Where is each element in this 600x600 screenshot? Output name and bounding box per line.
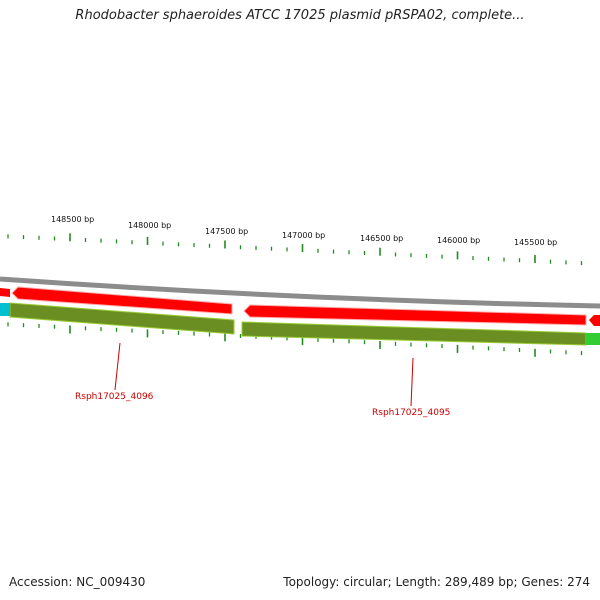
cds-feature-right-edge[interactable] bbox=[589, 315, 600, 326]
topology-summary: Topology: circular; Length: 289,489 bp; … bbox=[283, 575, 590, 589]
tick-label-145500: 145500 bp bbox=[514, 238, 557, 247]
gene-label-leader-4095 bbox=[410, 357, 414, 407]
cds-feature-rsph17025-4096[interactable] bbox=[11, 286, 233, 315]
tick-label-147500: 147500 bp bbox=[205, 227, 248, 236]
map-title: Rhodobacter sphaeroides ATCC 17025 plasm… bbox=[75, 8, 525, 23]
gene-label-leader-4096 bbox=[114, 342, 121, 391]
tick-label-148500: 148500 bp bbox=[51, 215, 94, 224]
cds-feature-rsph17025-4095[interactable] bbox=[243, 304, 587, 326]
gene-label-rsph17025-4096[interactable]: Rsph17025_4096 bbox=[75, 392, 154, 402]
gene-feature-rsph17025-4095[interactable] bbox=[241, 321, 587, 346]
outer-tick-marks bbox=[7, 233, 583, 266]
accession-label: Accession: NC_009430 bbox=[9, 575, 146, 589]
gene-label-rsph17025-4095[interactable]: Rsph17025_4095 bbox=[372, 408, 450, 418]
cds-feature-left-edge[interactable] bbox=[0, 288, 10, 297]
tick-label-146000: 146000 bp bbox=[437, 236, 480, 245]
tick-label-148000: 148000 bp bbox=[128, 221, 171, 230]
feature-right[interactable] bbox=[586, 333, 600, 345]
tick-label-147000: 147000 bp bbox=[282, 231, 325, 240]
inner-tick-marks bbox=[7, 322, 583, 357]
rna-feature-left[interactable] bbox=[0, 303, 10, 316]
backbone-ring bbox=[0, 276, 600, 309]
tick-label-146500: 146500 bp bbox=[360, 234, 403, 243]
